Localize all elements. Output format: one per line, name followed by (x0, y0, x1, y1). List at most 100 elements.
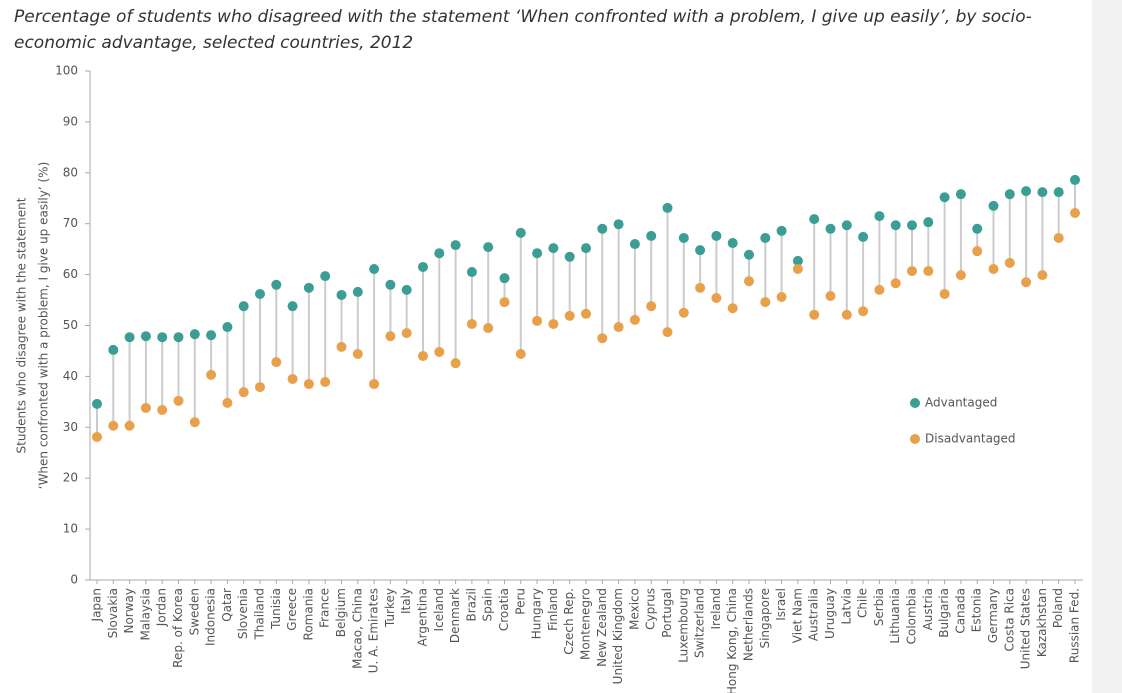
dot (303, 282, 314, 293)
dot (483, 323, 494, 334)
y-axis-title: Students who disagree with the statement (15, 197, 29, 453)
dot (271, 357, 282, 368)
dot (923, 266, 934, 277)
dot (92, 398, 102, 409)
dot (841, 220, 852, 231)
dot (189, 329, 200, 340)
dot (1053, 232, 1064, 243)
dot (352, 349, 363, 360)
dot (466, 318, 477, 329)
x-tick-label: Spain (481, 588, 495, 622)
x-tick-label: Latvia (839, 588, 853, 625)
dot (678, 232, 689, 243)
x-tick-label: Jordan (155, 588, 169, 627)
dot (320, 271, 331, 282)
x-tick-label: Peru (513, 588, 527, 615)
x-tick-label: United States (1019, 588, 1033, 669)
y-tick-label: 0 (70, 573, 78, 587)
dot (890, 278, 901, 289)
dot (532, 315, 543, 326)
x-tick-label: Finland (546, 588, 560, 631)
x-tick-label: Belgium (334, 588, 348, 637)
x-tick-label: United Kingdom (611, 588, 625, 684)
dot (776, 291, 787, 302)
dot (581, 308, 591, 319)
dot (124, 420, 135, 431)
y-tick-label: 70 (63, 216, 78, 230)
dot (548, 318, 559, 329)
dot (662, 202, 673, 213)
x-tick-label: Hungary (530, 588, 544, 639)
x-tick-label: Slovakia (106, 588, 120, 638)
x-tick-label: Lithuania (888, 588, 902, 644)
dot (760, 232, 771, 243)
dot (369, 264, 380, 275)
dot (222, 397, 233, 408)
dot (385, 279, 396, 290)
dot (613, 219, 624, 230)
dot (418, 261, 428, 272)
dot (108, 420, 119, 431)
dot (92, 431, 102, 442)
x-tick-label: Chile (856, 588, 870, 618)
dot (988, 200, 999, 211)
x-tick-label: Singapore (758, 588, 772, 649)
x-tick-label: Norway (122, 588, 136, 634)
x-tick-label: Australia (807, 588, 821, 641)
dot (1070, 174, 1080, 185)
dot (1053, 187, 1064, 198)
x-tick-label: Cyprus (644, 588, 658, 630)
x-tick-label: Rep. of Korea (171, 588, 185, 668)
dot (255, 382, 265, 393)
dot (140, 331, 151, 342)
dot (564, 310, 575, 321)
dot (140, 402, 151, 413)
x-tick-label: Netherlands (742, 588, 756, 661)
dot (401, 284, 412, 295)
x-tick-label: U. A. Emirates (367, 588, 381, 673)
dot (1037, 187, 1048, 198)
dot (124, 332, 135, 343)
y-axis-title: ‘When confronted with a problem, I give … (37, 162, 51, 490)
dot (466, 267, 477, 278)
dot (955, 270, 966, 281)
x-tick-label: Croatia (497, 588, 511, 631)
dot (287, 301, 298, 312)
dot (629, 239, 640, 250)
dot (988, 264, 999, 275)
dot (597, 223, 608, 234)
legend-marker (910, 434, 920, 444)
x-tick-label: Turkey (383, 588, 397, 628)
dot (238, 301, 249, 312)
x-tick-label: Thailand (253, 588, 267, 641)
x-tick-label: Mexico (627, 588, 641, 630)
dot (809, 309, 820, 320)
x-tick-label: Indonesia (204, 588, 218, 646)
dot (1004, 189, 1015, 200)
dot (418, 351, 428, 362)
dot (955, 189, 966, 200)
x-tick-label: Estonia (970, 588, 984, 632)
dot (336, 341, 347, 352)
x-tick-label: Viet Nam (790, 588, 804, 643)
dot (972, 246, 983, 257)
dot (206, 330, 217, 341)
dot (760, 297, 771, 308)
x-tick-label: Germany (986, 588, 1000, 643)
dot (972, 223, 983, 234)
dot (727, 303, 738, 314)
dot (1021, 277, 1032, 288)
dot (890, 220, 901, 231)
dot (695, 245, 706, 256)
dot (727, 238, 738, 249)
dot (792, 255, 803, 266)
dot (401, 328, 412, 339)
x-tick-label: Romania (301, 588, 315, 640)
dot (841, 309, 852, 320)
x-tick-label: Bulgaria (937, 588, 951, 638)
dot (874, 211, 885, 222)
dot (858, 231, 869, 242)
dot (907, 266, 917, 277)
dot (662, 327, 673, 338)
